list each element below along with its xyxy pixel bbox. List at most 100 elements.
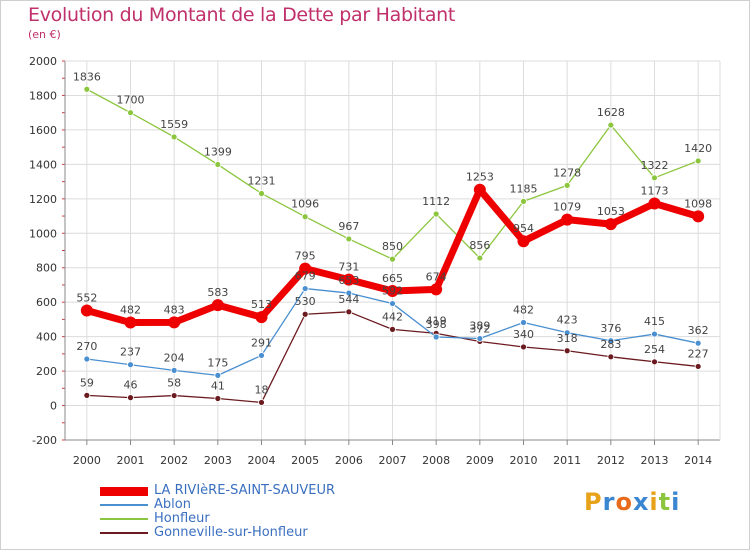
data-label-la-rivi-re-saint-sauveur: 1053 [597,205,625,218]
data-label-gonneville-sur-honfleur: 340 [513,328,534,341]
data-point-ablon [258,352,265,359]
data-point-honfleur [127,109,134,117]
x-tick-label: 2014 [684,454,712,467]
data-point-gonneville-sur-honfleur [389,326,396,333]
data-label-honfleur: 850 [382,240,403,253]
data-label-gonneville-sur-honfleur: 227 [688,347,709,360]
data-point-ablon [83,355,91,363]
data-label-ablon: 362 [688,324,709,337]
data-label-la-rivi-re-saint-sauveur: 731 [338,261,359,274]
data-label-la-rivi-re-saint-sauveur: 552 [76,291,97,304]
data-point-honfleur [651,174,658,182]
legend-item-ablon: Ablon [100,498,335,512]
data-point-honfleur [214,161,222,168]
x-tick-label: 2012 [597,454,625,467]
y-tick-label: 400 [36,331,57,344]
data-label-la-rivi-re-saint-sauveur: 513 [251,298,272,311]
data-point-ablon [432,333,440,341]
data-label-honfleur: 856 [469,239,490,252]
data-label-honfleur: 1836 [73,70,101,83]
y-tick-label: 2000 [29,55,57,68]
data-point-honfleur [520,198,527,205]
data-label-ablon: 679 [295,270,316,283]
data-point-ablon [301,285,309,292]
data-label-la-rivi-re-saint-sauveur: 482 [120,304,141,317]
data-label-gonneville-sur-honfleur: 59 [80,376,94,389]
data-label-gonneville-sur-honfleur: 46 [124,379,138,392]
data-label-gonneville-sur-honfleur: 530 [295,295,316,308]
data-point-ablon [520,319,527,326]
data-point-ablon [651,330,658,338]
logo-letter: t [658,488,672,516]
data-label-la-rivi-re-saint-sauveur: 795 [295,250,316,263]
data-point-honfleur [83,85,91,93]
data-label-la-rivi-re-saint-sauveur: 483 [164,303,185,316]
data-point-ablon [214,371,222,379]
data-label-ablon: 204 [164,351,185,364]
data-point-gonneville-sur-honfleur [694,363,702,370]
data-label-honfleur: 1185 [510,182,538,195]
data-label-ablon: 398 [426,318,447,331]
data-label-ablon: 175 [207,356,228,369]
x-tick-label: 2010 [510,454,538,467]
data-point-la-rivi-re-saint-sauveur [648,197,661,210]
data-label-gonneville-sur-honfleur: 442 [382,310,403,323]
legend-label: Honfleur [154,511,210,526]
data-label-honfleur: 1628 [597,106,625,119]
data-point-ablon [476,335,484,342]
data-point-gonneville-sur-honfleur [301,310,309,318]
x-tick-label: 2003 [204,454,232,467]
legend-item-gonneville-sur-honfleur: Gonneville-sur-Honfleur [100,526,335,540]
data-label-honfleur: 1278 [553,166,581,179]
logo-letter: o [615,488,633,516]
x-tick-label: 2005 [291,454,319,467]
chart-subtitle: (en €) [28,28,61,41]
y-tick-label: 800 [36,262,57,275]
data-label-ablon: 423 [557,314,578,327]
legend-swatch [100,532,148,534]
legend-label: LA RIVIèRE-SAINT-SAUVEUR [154,483,336,498]
data-label-ablon: 592 [382,285,403,298]
data-point-ablon [389,300,396,307]
data-label-la-rivi-re-saint-sauveur: 583 [207,286,228,299]
data-point-gonneville-sur-honfleur [258,399,265,406]
x-tick-label: 2006 [335,454,363,467]
data-point-la-rivi-re-saint-sauveur [168,316,181,329]
chart-title: Evolution du Montant de la Dette par Hab… [28,4,456,26]
x-tick-label: 2011 [553,454,581,467]
x-tick-label: 2002 [160,454,188,467]
x-tick-label: 2007 [379,454,407,467]
data-point-la-rivi-re-saint-sauveur [517,235,530,248]
data-label-gonneville-sur-honfleur: 372 [469,322,490,335]
legend-swatch [100,504,148,506]
data-label-honfleur: 1322 [641,159,669,172]
x-tick-label: 2004 [248,454,276,467]
legend-item-la-rivi-re-saint-sauveur: LA RIVIèRE-SAINT-SAUVEUR [100,484,335,498]
axes: -200 0 200 400 600 800 1000 1200 1400 1600 1800 200… [29,55,721,467]
data-label-ablon: 376 [600,322,621,335]
data-point-gonneville-sur-honfleur [607,353,615,361]
data-label-la-rivi-re-saint-sauveur: 674 [426,270,447,283]
data-point-ablon [694,339,702,347]
data-point-gonneville-sur-honfleur [83,391,91,399]
data-point-la-rivi-re-saint-sauveur [211,299,224,312]
y-tick-label: 0 [50,400,57,413]
proxiti-logo: Proxiti [584,488,680,516]
legend-item-honfleur: Honfleur [100,512,335,526]
series-lines [80,85,705,406]
data-label-gonneville-sur-honfleur: 419 [426,314,447,327]
data-label-honfleur: 1231 [248,174,276,187]
data-label-la-rivi-re-saint-sauveur: 665 [382,272,403,285]
logo-letter: i [649,488,659,516]
data-point-gonneville-sur-honfleur [520,343,527,351]
data-label-gonneville-sur-honfleur: 254 [644,343,665,356]
data-label-gonneville-sur-honfleur: 58 [167,377,181,390]
data-label-ablon: 653 [338,274,359,287]
data-label-la-rivi-re-saint-sauveur: 1173 [641,184,669,197]
logo-letter: x [632,488,650,516]
y-tick-label: 600 [36,296,57,309]
data-point-la-rivi-re-saint-sauveur [692,210,705,223]
data-point-ablon [127,361,134,369]
data-label-ablon: 415 [644,315,665,328]
